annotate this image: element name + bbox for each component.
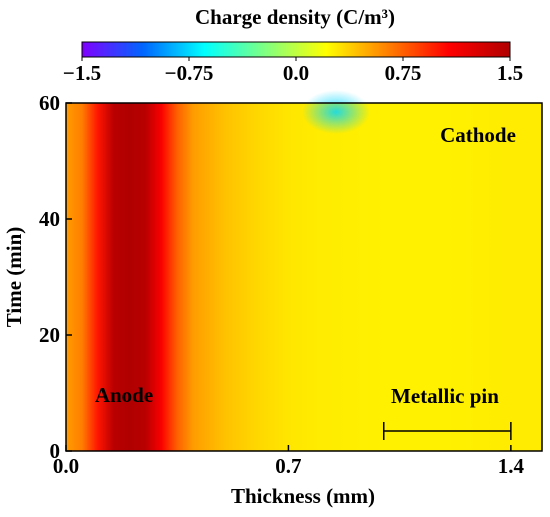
x-axis-label: Thickness (mm) — [231, 484, 375, 508]
y-tick-label: 0 — [50, 439, 61, 463]
metallic-pin-label: Metallic pin — [391, 384, 499, 408]
negative-charge-spot — [302, 90, 370, 134]
plot-area — [65, 90, 543, 452]
cathode-label: Cathode — [440, 123, 516, 147]
y-tick-label: 40 — [39, 207, 60, 231]
y-tick-label: 20 — [39, 323, 60, 347]
colorbar-tick-label: 0.75 — [385, 61, 422, 85]
anode-label: Anode — [95, 383, 153, 407]
colorbar-tick-label: 1.5 — [497, 61, 523, 85]
x-tick-label: 0.7 — [275, 454, 301, 478]
colorbar-title: Charge density (C/m³) — [195, 5, 395, 29]
colorbar-tick-label: −0.75 — [165, 61, 214, 85]
y-axis: 0 20 40 60 — [39, 91, 72, 463]
x-axis: 0.0 0.7 1.4 — [53, 445, 525, 478]
y-axis-label: Time (min) — [2, 227, 26, 328]
x-tick-label: 0.0 — [53, 454, 79, 478]
colorbar-ticks: −1.5 −0.75 0.0 0.75 1.5 — [63, 57, 523, 85]
colorbar-tick-label: 0.0 — [283, 61, 309, 85]
heatmap-field — [66, 103, 542, 451]
colorbar-tick-label: −1.5 — [63, 61, 101, 85]
x-tick-label: 1.4 — [498, 454, 525, 478]
colorbar — [81, 41, 511, 58]
metallic-pin-bracket — [383, 422, 512, 440]
y-tick-label: 60 — [39, 91, 60, 115]
plot-frame — [65, 102, 543, 452]
